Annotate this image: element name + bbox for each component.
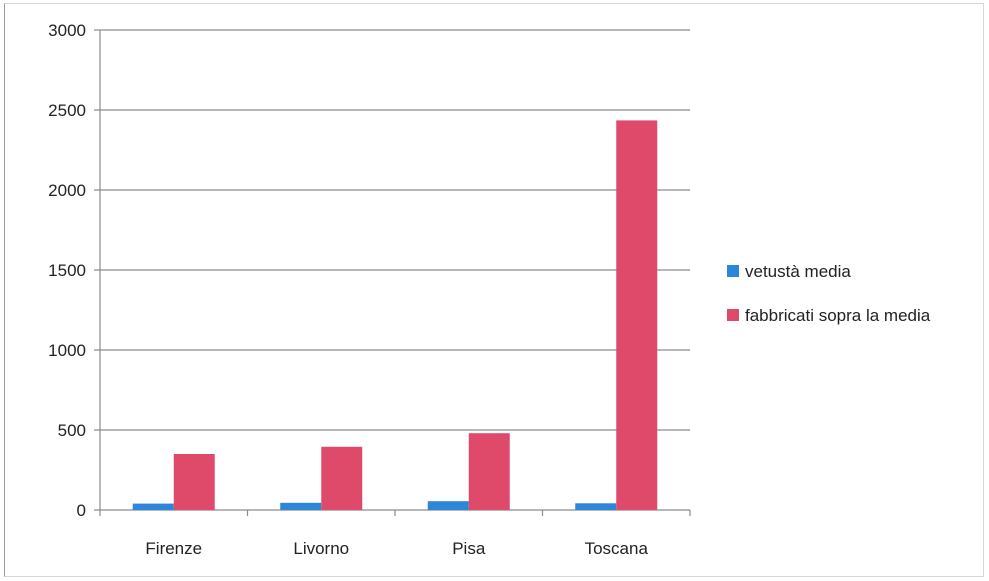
axis-layer	[94, 29, 691, 516]
x-tick-label: Pisa	[452, 539, 486, 558]
bar-fabbricati-sopra-la-media	[321, 446, 363, 510]
legend-label: vetustà media	[745, 262, 851, 281]
bar-fabbricati-sopra-la-media	[468, 433, 510, 510]
x-tick-label: Toscana	[585, 539, 649, 558]
bar-vetusta-media	[575, 503, 617, 510]
y-tick-label: 2000	[48, 181, 86, 200]
grid-layer	[100, 29, 690, 431]
y-tick-label: 1000	[48, 341, 86, 360]
bar-fabbricati-sopra-la-media	[616, 120, 658, 511]
x-tick-label: Livorno	[293, 539, 349, 558]
label-layer: 0 500 1000 1500 2000 2500 3000 Firenze Livorno Pi…	[48, 21, 648, 558]
bar-vetusta-media	[132, 503, 174, 510]
y-tick-label: 500	[58, 421, 86, 440]
bar-vetusta-media	[280, 502, 322, 510]
legend-swatch	[727, 265, 739, 277]
y-tick-label: 2500	[48, 101, 86, 120]
bar-vetusta-media	[427, 501, 469, 510]
chart-frame	[4, 3, 984, 577]
y-tick-label: 3000	[48, 21, 86, 40]
bar-fabbricati-sopra-la-media	[173, 454, 215, 510]
legend: vetustà media fabbricati sopra la media	[727, 262, 931, 325]
bar-layer	[132, 120, 658, 511]
legend-label: fabbricati sopra la media	[745, 306, 931, 325]
y-tick-label: 0	[77, 501, 86, 520]
y-tick-label: 1500	[48, 261, 86, 280]
legend-swatch	[727, 309, 739, 321]
x-tick-label: Firenze	[145, 539, 202, 558]
